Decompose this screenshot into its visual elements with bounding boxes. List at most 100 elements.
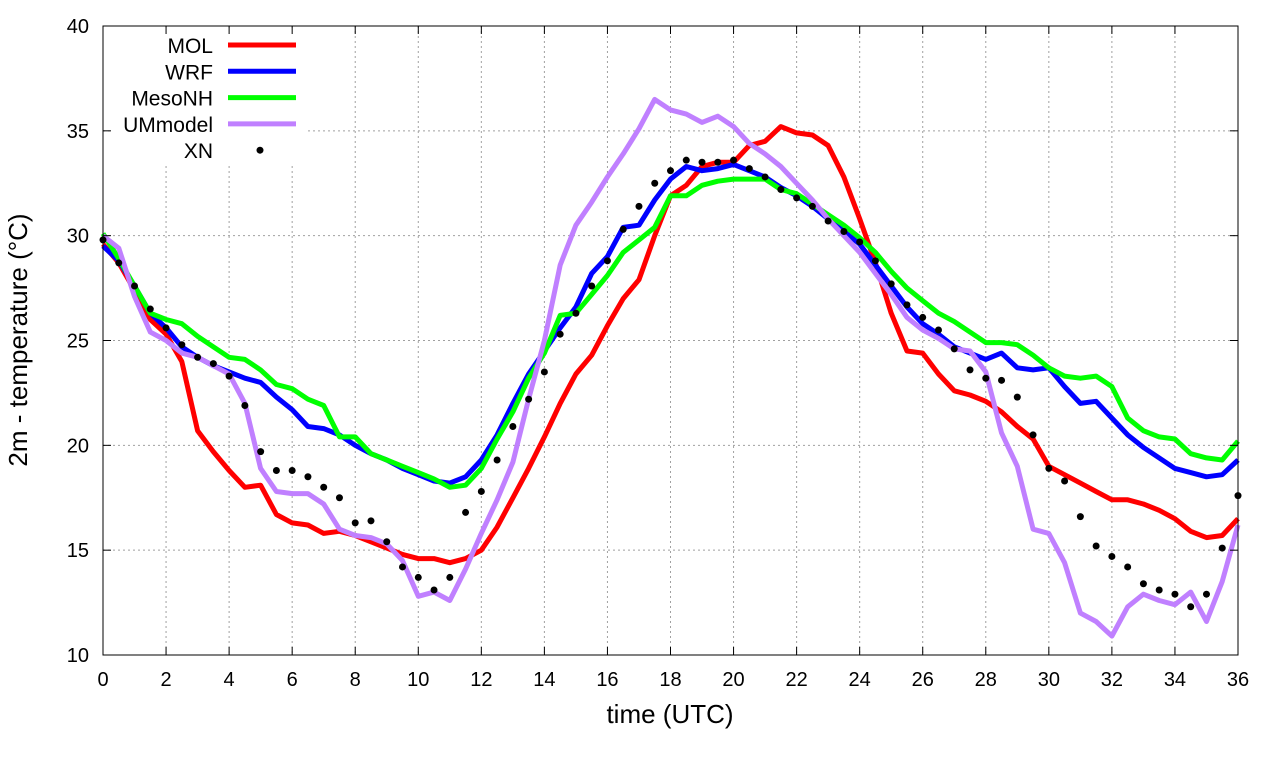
data-point-xn — [115, 259, 123, 267]
data-point-xn — [1155, 586, 1163, 594]
y-tick-label: 30 — [67, 226, 89, 248]
y-tick-label: 20 — [67, 435, 89, 457]
data-point-xn — [950, 345, 958, 353]
data-point-xn — [1092, 542, 1100, 550]
y-axis-ticks: 10 15 20 25 30 35 40 — [67, 16, 1238, 667]
data-point-xn — [272, 466, 280, 474]
data-point-xn — [934, 326, 942, 334]
legend-label-mol: MOL — [167, 35, 213, 58]
grid — [103, 26, 1238, 655]
x-tick-label: 26 — [912, 669, 934, 691]
y-tick-label: 15 — [67, 540, 89, 562]
data-point-xn — [540, 368, 548, 376]
series-line-mesonh — [100, 176, 1240, 490]
data-point-xn — [1124, 563, 1132, 571]
x-tick-label: 6 — [287, 669, 298, 691]
data-point-xn — [1108, 552, 1116, 560]
x-tick-label: 20 — [722, 669, 744, 691]
data-point-xn — [1218, 544, 1226, 552]
data-point-xn — [446, 573, 454, 581]
x-tick-label: 12 — [470, 669, 492, 691]
data-point-xn — [998, 376, 1006, 384]
x-tick-label: 2 — [160, 669, 171, 691]
data-point-xn — [257, 448, 265, 456]
data-point-xn — [1076, 513, 1084, 521]
x-tick-label: 34 — [1164, 669, 1186, 691]
data-point-xn — [430, 586, 438, 594]
data-point-xn — [682, 156, 690, 164]
series-layer — [99, 96, 1242, 639]
x-tick-label: 10 — [407, 669, 429, 691]
data-point-xn — [982, 374, 990, 382]
legend-label-wrf: WRF — [165, 61, 213, 84]
x-tick-label: 14 — [533, 669, 555, 691]
y-tick-label: 25 — [67, 331, 89, 353]
data-point-xn — [714, 158, 722, 166]
y-tick-label: 40 — [67, 16, 89, 38]
data-point-xn — [651, 179, 659, 187]
data-point-xn — [146, 305, 154, 313]
x-tick-label: 4 — [224, 669, 235, 691]
data-point-xn — [572, 309, 580, 317]
x-tick-label: 36 — [1227, 669, 1249, 691]
legend-label-ummodel: UMmodel — [123, 114, 213, 137]
data-point-xn — [162, 324, 170, 332]
x-axis-ticks: 0 2 4 6 8 10 12 14 16 18 20 22 24 26 28 30 32 34 36 — [97, 26, 1249, 691]
x-tick-label: 24 — [849, 669, 871, 691]
legend: MOL WRF MesoNH UMmodel XN — [110, 30, 305, 165]
data-point-xn — [856, 238, 864, 246]
data-point-xn — [793, 194, 801, 202]
data-point-xn — [1171, 590, 1179, 598]
data-point-xn — [225, 372, 233, 380]
data-point-xn — [824, 217, 832, 225]
data-point-xn — [414, 573, 422, 581]
y-axis-label: 2m - temperature (°C) — [3, 213, 33, 466]
data-point-xn — [919, 313, 927, 321]
x-tick-label: 30 — [1038, 669, 1060, 691]
data-point-xn — [871, 257, 879, 265]
data-point-xn — [808, 202, 816, 210]
data-point-xn — [367, 517, 375, 525]
data-point-xn — [194, 353, 202, 361]
data-point-xn — [399, 563, 407, 571]
series-points-xn — [99, 156, 1242, 611]
x-tick-label: 22 — [785, 669, 807, 691]
data-point-xn — [698, 158, 706, 166]
data-point-xn — [477, 487, 485, 495]
data-point-xn — [887, 280, 895, 288]
data-point-xn — [1013, 393, 1021, 401]
legend-label-mesonh: MesoNH — [131, 88, 213, 111]
legend-label-xn: XN — [184, 140, 213, 163]
data-point-xn — [745, 165, 753, 173]
data-point-xn — [1202, 590, 1210, 598]
x-tick-label: 8 — [350, 669, 361, 691]
data-point-xn — [777, 186, 785, 194]
data-point-xn — [619, 225, 627, 233]
data-point-xn — [383, 538, 391, 546]
data-point-xn — [131, 282, 139, 290]
data-point-xn — [966, 366, 974, 374]
data-point-xn — [335, 494, 343, 502]
data-point-xn — [304, 473, 312, 481]
data-point-xn — [730, 156, 738, 164]
data-point-xn — [1029, 431, 1037, 439]
data-point-xn — [462, 508, 470, 516]
x-tick-label: 16 — [596, 669, 618, 691]
data-point-xn — [178, 341, 186, 349]
data-point-xn — [761, 173, 769, 181]
data-point-xn — [1061, 477, 1069, 485]
data-point-xn — [493, 456, 501, 464]
data-point-xn — [635, 202, 643, 210]
x-tick-label: 28 — [975, 669, 997, 691]
data-point-xn — [556, 330, 564, 338]
data-point-xn — [209, 360, 217, 368]
x-tick-label: 0 — [97, 669, 108, 691]
data-point-xn — [241, 401, 249, 409]
data-point-xn — [288, 466, 296, 474]
x-tick-label: 32 — [1101, 669, 1123, 691]
legend-swatch-xn — [256, 146, 264, 154]
data-point-xn — [320, 483, 328, 491]
data-point-xn — [667, 167, 674, 175]
data-point-xn — [509, 422, 517, 430]
